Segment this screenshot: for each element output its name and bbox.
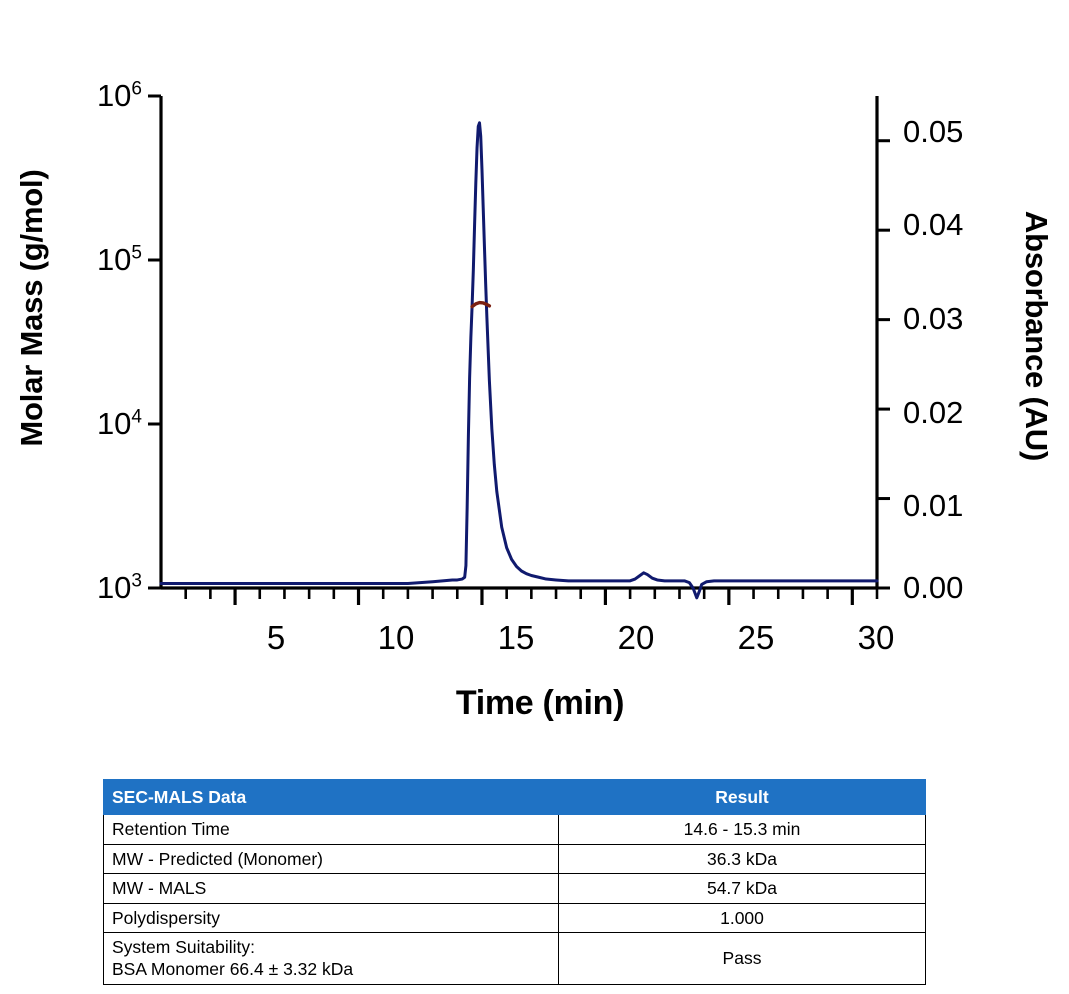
xtick-5: 5 <box>266 619 286 656</box>
row-label-polydispersity: Polydispersity <box>103 902 559 933</box>
right-axis-ticks <box>877 139 890 590</box>
xtick-10: 10 <box>377 619 415 656</box>
molar-mass-trace <box>470 300 492 309</box>
left-ytick-1e5: 105 <box>96 242 142 277</box>
table-row: System Suitability: BSA Monomer 66.4 ± 3… <box>103 931 926 985</box>
left-ytick-1e3: 103 <box>96 570 142 605</box>
table-header-result: Result <box>558 778 926 816</box>
table-row: MW - Predicted (Monomer) 36.3 kDa <box>103 843 926 875</box>
table-header-category: SEC-MALS Data <box>103 778 559 816</box>
plot-canvas <box>148 94 890 605</box>
right-ytick-004: 0.04 <box>903 207 964 242</box>
left-ytick-1e6: 106 <box>96 78 142 113</box>
xtick-30: 30 <box>857 619 895 656</box>
x-axis-ticks <box>184 588 879 605</box>
left-axis-ticks <box>148 94 161 590</box>
row-value-retention-time: 14.6 - 15.3 min <box>558 814 926 845</box>
table-row: Polydispersity 1.000 <box>103 902 926 933</box>
row-value-mw-mals: 54.7 kDa <box>558 873 926 904</box>
row-value-system-suitability: Pass <box>558 931 926 985</box>
x-axis-title: Time (min) <box>455 684 625 722</box>
row-label-mw-mals: MW - MALS <box>103 873 559 904</box>
row-label-mw-predicted: MW - Predicted (Monomer) <box>103 843 559 875</box>
table-header-row: SEC-MALS Data Result <box>103 778 926 816</box>
sec-mals-results-table: SEC-MALS Data Result Retention Time 14.6… <box>103 778 926 985</box>
right-ytick-003: 0.03 <box>903 301 964 336</box>
right-ytick-000: 0.00 <box>903 570 964 605</box>
system-suitability-line1: System Suitability: <box>112 936 255 957</box>
right-ytick-001: 0.01 <box>903 488 964 523</box>
right-ytick-005: 0.05 <box>903 114 964 149</box>
row-value-polydispersity: 1.000 <box>558 902 926 933</box>
row-label-system-suitability: System Suitability: BSA Monomer 66.4 ± 3… <box>103 931 559 985</box>
xtick-20: 20 <box>617 619 655 656</box>
row-value-mw-predicted: 36.3 kDa <box>558 843 926 875</box>
uv-absorbance-trace <box>159 121 879 600</box>
table-row: MW - MALS 54.7 kDa <box>103 873 926 904</box>
right-ytick-002: 0.02 <box>903 395 964 430</box>
xtick-25: 25 <box>737 619 775 656</box>
xtick-15: 15 <box>497 619 535 656</box>
row-label-retention-time: Retention Time <box>103 814 559 845</box>
table-row: Retention Time 14.6 - 15.3 min <box>103 814 926 845</box>
sec-mals-chromatogram: Molar Mass (g/mol) Absorbance (AU) Time … <box>14 78 1054 722</box>
system-suitability-line2: BSA Monomer 66.4 ± 3.32 kDa <box>112 959 354 980</box>
left-ytick-1e4: 104 <box>96 406 142 441</box>
